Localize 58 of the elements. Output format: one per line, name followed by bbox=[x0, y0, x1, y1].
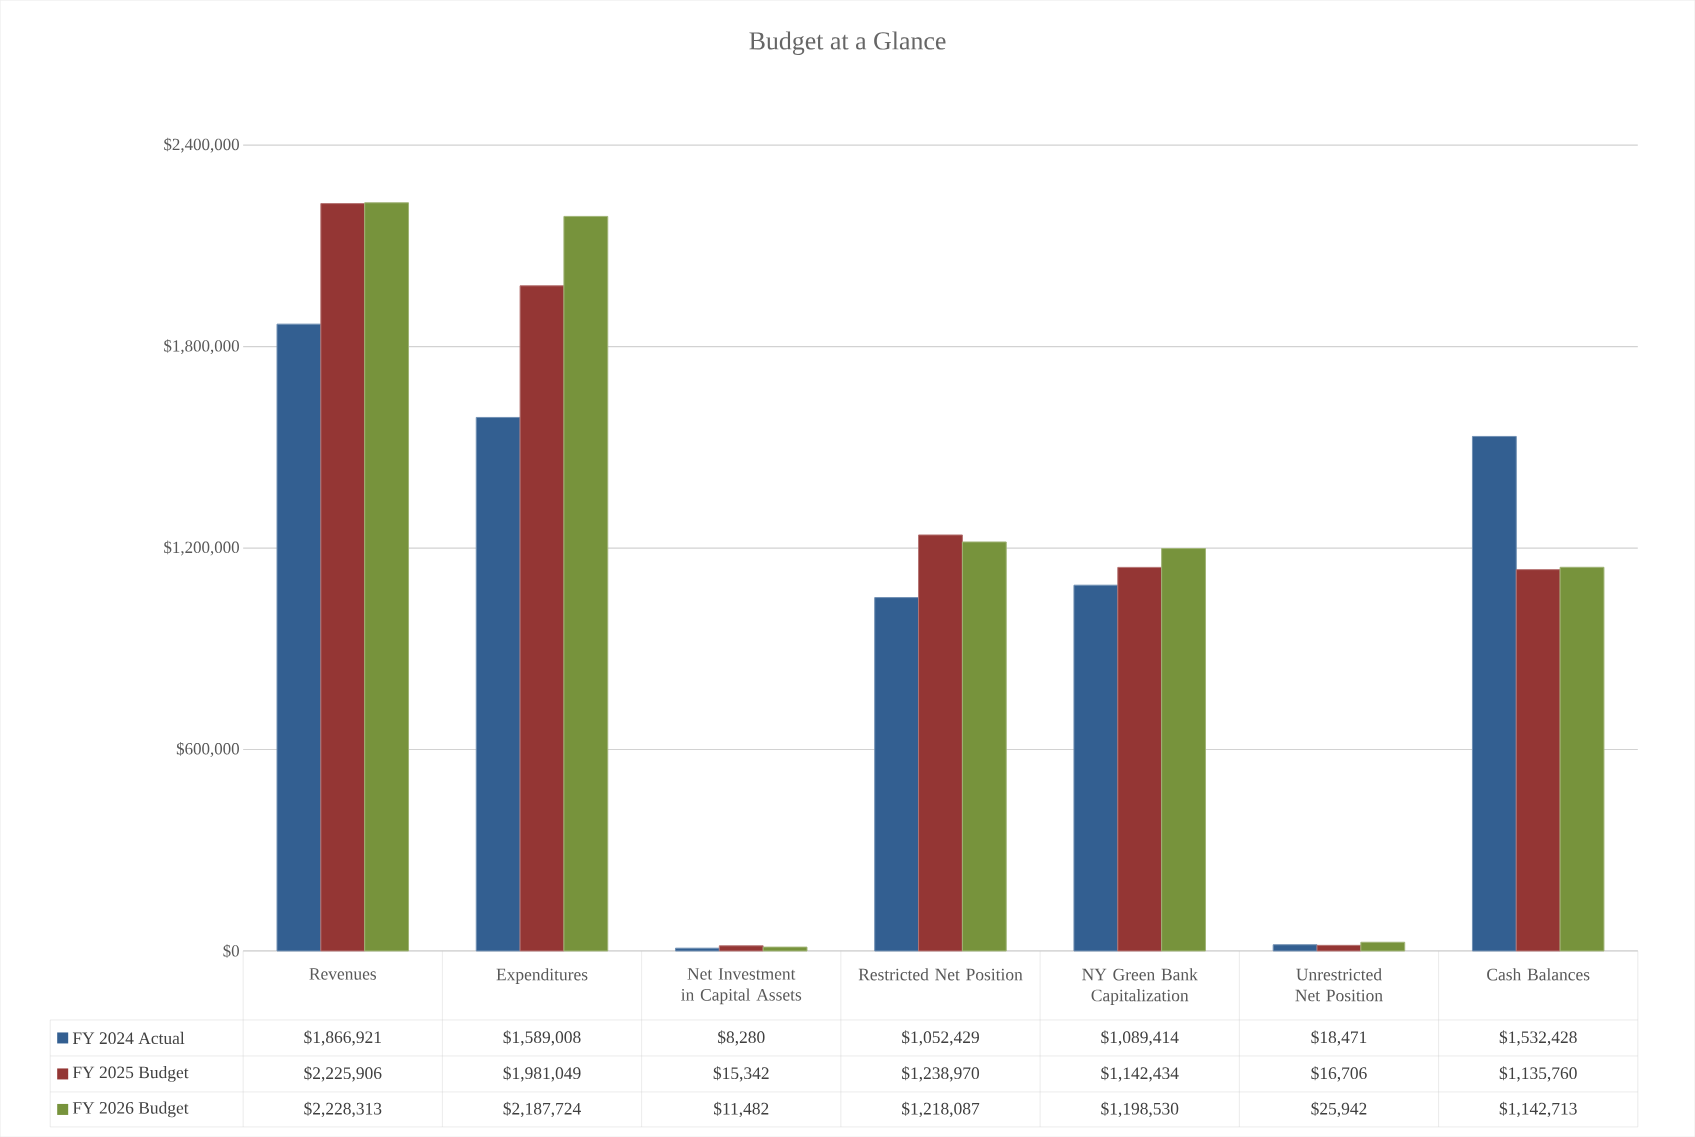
data-label: $1,198,530 bbox=[1101, 1101, 1179, 1118]
data-label: $2,187,724 bbox=[503, 1101, 581, 1118]
chart-title: Budget at a Glance bbox=[749, 31, 946, 55]
legend-label: FY 2026 Budget bbox=[72, 1101, 189, 1118]
bar bbox=[1272, 944, 1318, 952]
legend-label: FY 2024 Actual bbox=[72, 1031, 185, 1045]
bar bbox=[276, 323, 322, 952]
data-label: $1,589,008 bbox=[503, 1030, 581, 1046]
bar bbox=[1471, 435, 1517, 952]
x-tick-label: Net Investment in Capital Assets bbox=[681, 968, 802, 1005]
data-label: $2,225,906 bbox=[304, 1066, 382, 1082]
bar bbox=[519, 285, 565, 952]
bar bbox=[475, 416, 521, 952]
y-tick-label: $0 bbox=[223, 944, 239, 958]
x-tick-label: Restricted Net Position bbox=[858, 968, 1023, 981]
data-label: $2,228,313 bbox=[304, 1101, 382, 1118]
data-label: $1,238,970 bbox=[902, 1066, 980, 1082]
data-label: $1,142,434 bbox=[1101, 1066, 1179, 1082]
data-label: $1,089,414 bbox=[1101, 1030, 1179, 1046]
bar bbox=[1515, 569, 1561, 952]
bar bbox=[874, 597, 920, 952]
x-tick-label: Revenues bbox=[309, 968, 377, 980]
x-tick-label: Expenditures bbox=[496, 968, 588, 984]
y-tick-label: $1,800,000 bbox=[164, 339, 239, 354]
bar bbox=[918, 534, 963, 952]
data-label: $15,342 bbox=[713, 1066, 769, 1082]
bar bbox=[1316, 944, 1362, 952]
x-tick-label: NY Green Bank Capitalization bbox=[1082, 968, 1198, 1005]
data-label: $16,706 bbox=[1311, 1066, 1367, 1082]
data-label: $1,981,049 bbox=[503, 1066, 581, 1082]
bar bbox=[1559, 566, 1605, 952]
data-label: $18,471 bbox=[1311, 1030, 1367, 1046]
bar bbox=[1161, 547, 1206, 952]
y-tick-label: $1,200,000 bbox=[164, 540, 239, 556]
bar bbox=[718, 945, 764, 952]
x-tick-label: Unrestricted Net Position bbox=[1295, 968, 1383, 1002]
data-label: $1,218,087 bbox=[902, 1101, 980, 1118]
data-label: $8,280 bbox=[718, 1030, 765, 1046]
data-label: $1,866,921 bbox=[304, 1030, 381, 1046]
bar bbox=[762, 946, 808, 952]
data-label: $25,942 bbox=[1311, 1101, 1367, 1118]
bar bbox=[1360, 941, 1406, 952]
bar bbox=[674, 947, 720, 952]
bar bbox=[1073, 584, 1119, 952]
y-tick-label: $600,000 bbox=[176, 742, 239, 757]
y-tick-label: $2,400,000 bbox=[164, 137, 239, 153]
bar bbox=[1117, 566, 1163, 952]
data-label: $1,532,428 bbox=[1499, 1030, 1577, 1046]
bar bbox=[364, 202, 410, 952]
data-label: $1,135,760 bbox=[1499, 1066, 1577, 1082]
legend-label: FY 2025 Budget bbox=[72, 1065, 189, 1082]
data-label: $1,052,429 bbox=[902, 1030, 979, 1046]
x-tick-label: Cash Balances bbox=[1487, 968, 1590, 981]
data-label: $11,482 bbox=[714, 1101, 769, 1118]
data-label: $1,142,713 bbox=[1499, 1101, 1577, 1118]
bar bbox=[563, 215, 609, 952]
bar bbox=[961, 541, 1007, 952]
bar bbox=[320, 203, 366, 952]
